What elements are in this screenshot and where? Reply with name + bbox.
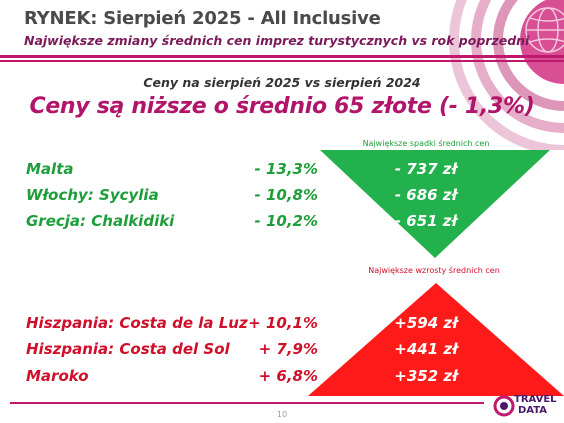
- increases-caption: Największe wzrosty średnich cen: [368, 266, 500, 275]
- increase-item-pct: + 7,9%: [258, 340, 318, 358]
- decrease-item-value: - 651 zł: [394, 212, 458, 230]
- page-number: 10: [276, 410, 288, 419]
- decrease-item-label: Grecja: Chalkidiki: [26, 212, 175, 230]
- decrease-item-label: Włochy: Sycylia: [26, 186, 159, 204]
- decrease-item-value: - 686 zł: [394, 186, 458, 204]
- globe-icon: [525, 7, 564, 53]
- travel-data-logo: TRAVEL DATA: [492, 392, 562, 420]
- increase-item-label: Hiszpania: Costa de la Luz: [26, 314, 248, 332]
- header-rule-top: [0, 55, 564, 58]
- page-subtitle: Największe zmiany średnich cen imprez tu…: [24, 33, 530, 48]
- footer-rule: [10, 402, 484, 404]
- decrease-item-pct: - 10,2%: [254, 212, 319, 230]
- decorative-circles: [449, 0, 564, 150]
- page-title: RYNEK: Sierpień 2025 - All Inclusive: [24, 8, 381, 29]
- increase-item-label: Maroko: [26, 367, 89, 385]
- decrease-item-label: Malta: [26, 160, 74, 178]
- increase-item-pct: + 6,8%: [258, 367, 318, 385]
- decreases-triangle: [320, 150, 550, 258]
- increase-item-value: +352 zł: [394, 367, 458, 385]
- decreases-caption: Największe spadki średnich cen: [362, 139, 490, 148]
- logo-ring-icon: [493, 395, 515, 417]
- decrease-item-pct: - 13,3%: [254, 160, 319, 178]
- increase-item-value: +594 zł: [394, 314, 458, 332]
- increase-item-pct: + 10,1%: [248, 314, 318, 332]
- comparison-label: Ceny na sierpień 2025 vs sierpień 2024: [143, 75, 421, 90]
- increase-item-value: +441 zł: [394, 340, 458, 358]
- increase-item-label: Hiszpania: Costa del Sol: [26, 340, 230, 358]
- decrease-item-pct: - 10,8%: [254, 186, 319, 204]
- logo-text-travel: TRAVEL: [514, 394, 557, 405]
- increases-triangle: [308, 283, 564, 396]
- logo-text-data: DATA: [518, 405, 548, 416]
- header-rule-bottom: [0, 60, 564, 62]
- headline: Ceny są niższe o średnio 65 złote (- 1,3…: [29, 94, 535, 119]
- decrease-item-value: - 737 zł: [394, 160, 458, 178]
